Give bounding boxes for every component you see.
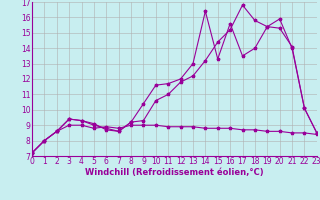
X-axis label: Windchill (Refroidissement éolien,°C): Windchill (Refroidissement éolien,°C) bbox=[85, 168, 264, 177]
